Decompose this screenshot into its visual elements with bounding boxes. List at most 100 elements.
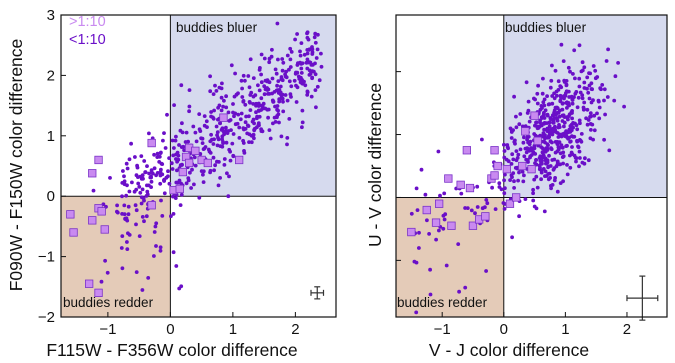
data-point xyxy=(305,89,310,94)
data-point xyxy=(134,187,139,192)
data-point xyxy=(191,124,196,129)
data-point xyxy=(532,96,536,101)
square-point xyxy=(481,212,490,221)
data-point xyxy=(237,136,242,140)
data-point xyxy=(533,161,537,166)
data-point xyxy=(170,138,175,143)
data-point xyxy=(175,168,179,173)
data-point xyxy=(275,83,279,88)
data-point xyxy=(307,68,312,73)
data-point xyxy=(124,193,129,198)
data-point xyxy=(243,78,247,83)
data-point xyxy=(198,129,203,134)
data-point xyxy=(441,226,446,231)
data-point xyxy=(164,175,169,180)
data-point xyxy=(577,164,581,169)
data-point xyxy=(525,146,530,151)
data-point xyxy=(287,117,292,121)
data-point xyxy=(279,77,284,82)
data-point xyxy=(289,84,294,89)
data-point xyxy=(597,105,602,110)
data-point xyxy=(575,105,580,110)
data-point xyxy=(281,109,286,114)
data-point xyxy=(220,81,224,86)
data-point xyxy=(587,83,592,88)
data-point xyxy=(265,86,269,90)
data-point xyxy=(317,78,322,83)
data-point xyxy=(211,92,216,96)
data-point xyxy=(534,206,539,211)
data-point xyxy=(187,88,192,92)
data-point xyxy=(582,65,587,70)
data-point xyxy=(293,37,297,42)
square-point xyxy=(94,155,103,165)
data-point xyxy=(551,167,556,172)
data-point xyxy=(202,114,207,118)
data-point xyxy=(502,178,506,183)
data-point xyxy=(173,138,178,143)
data-point xyxy=(298,53,303,58)
data-point xyxy=(157,160,162,164)
data-point xyxy=(568,165,573,170)
data-point xyxy=(201,172,205,177)
data-point xyxy=(480,137,484,142)
data-point xyxy=(581,105,586,110)
data-point xyxy=(560,119,565,123)
data-point xyxy=(423,192,428,197)
data-point xyxy=(597,116,602,121)
data-point xyxy=(549,78,554,83)
data-point xyxy=(218,176,223,180)
data-point xyxy=(252,136,256,141)
data-point xyxy=(276,79,281,83)
buddies-redder-label: buddies redder xyxy=(63,295,154,310)
data-point xyxy=(600,83,605,87)
data-point xyxy=(562,94,566,98)
data-point xyxy=(559,145,564,150)
square-point xyxy=(100,225,109,234)
data-point xyxy=(546,102,551,107)
data-point xyxy=(214,89,219,93)
data-point xyxy=(180,130,185,135)
data-point xyxy=(577,118,582,123)
data-point xyxy=(512,94,516,99)
data-point xyxy=(509,130,514,134)
data-point xyxy=(273,67,278,72)
data-point xyxy=(166,169,170,174)
data-point xyxy=(428,267,432,272)
data-point xyxy=(285,53,290,58)
data-point xyxy=(197,112,202,116)
data-point xyxy=(171,212,176,216)
data-point xyxy=(517,122,522,127)
data-point xyxy=(502,191,507,196)
square-series xyxy=(66,113,244,298)
data-point xyxy=(514,149,519,154)
data-point xyxy=(549,117,553,121)
data-point xyxy=(545,94,549,98)
data-point xyxy=(565,135,569,140)
data-point xyxy=(585,86,589,91)
data-point xyxy=(302,52,307,57)
data-point xyxy=(463,206,467,210)
data-point xyxy=(141,176,145,181)
data-point xyxy=(226,194,231,199)
data-point xyxy=(504,157,509,162)
data-point xyxy=(521,179,526,184)
data-point xyxy=(570,98,575,102)
data-point xyxy=(457,289,461,294)
data-point xyxy=(259,80,264,85)
data-point xyxy=(211,142,216,146)
data-point xyxy=(577,43,582,48)
data-point xyxy=(475,184,480,189)
data-point xyxy=(409,211,414,216)
data-point xyxy=(526,99,531,104)
data-point xyxy=(267,128,272,133)
data-point xyxy=(253,126,257,131)
data-point xyxy=(127,157,132,162)
data-point xyxy=(279,134,284,139)
data-point xyxy=(542,139,546,144)
data-point xyxy=(137,234,142,239)
data-point xyxy=(170,167,175,171)
data-point xyxy=(121,169,125,173)
data-point xyxy=(540,150,545,155)
data-point xyxy=(200,141,205,146)
